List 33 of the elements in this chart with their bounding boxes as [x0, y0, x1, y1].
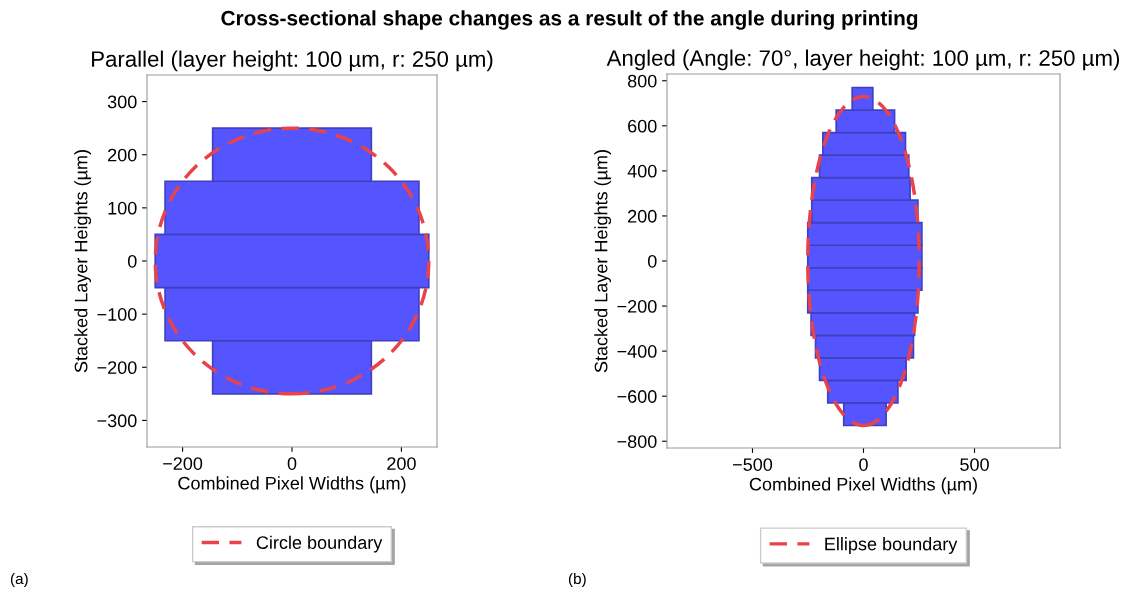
text: Cross-sectional shape changes as a result of the angle during printing: [221, 10, 918, 30]
text: (b): [568, 572, 586, 588]
x-axis-title: Combined Pixel Widths (µm): [749, 477, 977, 495]
y-tick-label: −400: [617, 345, 657, 358]
y-axis-title: Stacked Layer Heights (µm): [74, 150, 92, 373]
y-axis-title: Stacked Layer Heights (µm): [594, 150, 612, 373]
y-tick-label: −100: [97, 308, 137, 321]
x-axis-title: Combined Pixel Widths (µm): [178, 476, 406, 494]
x-tick-label: 200: [387, 457, 416, 470]
text: Circle boundary: [256, 535, 383, 553]
y-tick-label: 600: [628, 119, 657, 133]
y-tick-label: 400: [627, 164, 657, 178]
y-tick-label: 800: [627, 74, 657, 88]
y-tick-label: 0: [647, 254, 657, 268]
x-tick-label: 500: [960, 458, 989, 471]
chart-title: Parallel (layer height: 100 µm, r: 250 µm): [92, 50, 493, 72]
y-tick-label: −300: [97, 414, 137, 428]
x-tick-label: 0: [287, 457, 297, 470]
x-tick-label: 0: [859, 458, 868, 471]
y-tick-label: 200: [628, 209, 657, 223]
y-tick-label: 300: [107, 95, 137, 109]
text: Ellipse boundary: [825, 537, 958, 554]
chart-title: Angled (Angle: 70°, layer height: 100 µm, r: 250 µm): [606, 49, 1120, 71]
y-tick-label: −600: [617, 390, 657, 403]
y-tick-label: −800: [617, 435, 657, 448]
y-tick-label: 100: [108, 201, 137, 215]
y-tick-label: −200: [617, 299, 657, 313]
x-tick-label: −500: [733, 458, 773, 471]
y-tick-label: −200: [97, 361, 137, 375]
y-tick-label: 200: [108, 148, 137, 162]
x-tick-label: −200: [163, 457, 203, 470]
text: (a): [10, 572, 28, 588]
y-tick-label: 0: [127, 254, 137, 268]
